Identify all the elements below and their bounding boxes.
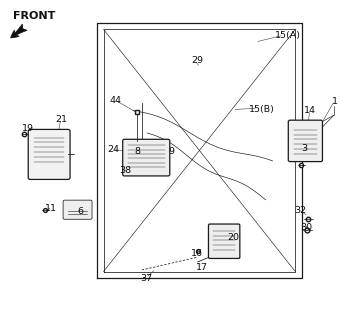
FancyBboxPatch shape (63, 200, 92, 219)
FancyBboxPatch shape (288, 120, 322, 162)
Text: 15(B): 15(B) (248, 105, 274, 114)
Text: 15(A): 15(A) (275, 31, 301, 40)
FancyBboxPatch shape (28, 129, 70, 180)
Text: 37: 37 (140, 274, 153, 283)
Text: 1: 1 (332, 97, 338, 106)
Text: 8: 8 (135, 147, 141, 156)
Text: 6: 6 (78, 207, 84, 216)
Text: 14: 14 (304, 106, 316, 115)
Text: 32: 32 (294, 206, 306, 215)
FancyBboxPatch shape (209, 224, 240, 259)
Text: 24: 24 (107, 145, 119, 154)
Text: 29: 29 (191, 56, 203, 65)
Text: 19: 19 (22, 124, 34, 133)
Text: 30: 30 (301, 223, 313, 232)
Text: 3: 3 (302, 144, 308, 153)
Text: 11: 11 (44, 204, 57, 213)
Text: 38: 38 (119, 166, 132, 175)
Text: 9: 9 (168, 147, 175, 156)
Text: 44: 44 (109, 96, 121, 105)
Text: 16: 16 (191, 249, 203, 258)
Text: FRONT: FRONT (13, 11, 55, 21)
Text: 21: 21 (55, 115, 67, 124)
Text: 17: 17 (196, 263, 208, 272)
Text: 20: 20 (228, 233, 239, 242)
FancyBboxPatch shape (123, 139, 170, 176)
